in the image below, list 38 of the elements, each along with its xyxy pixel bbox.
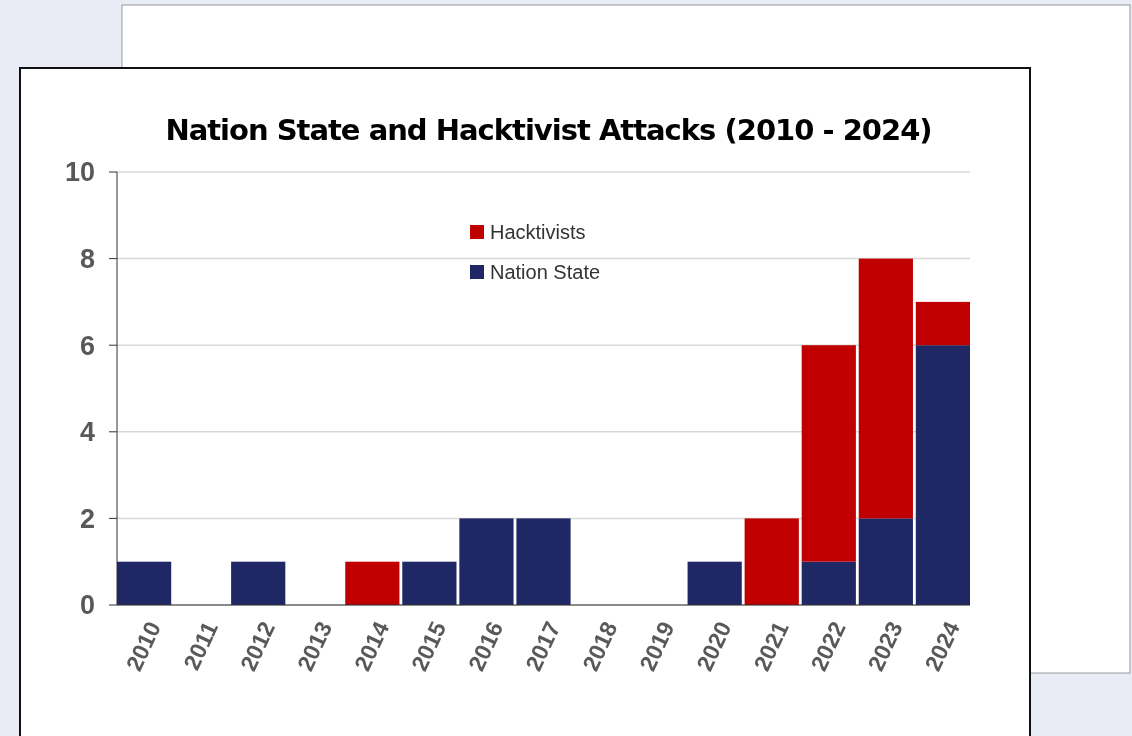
x-tick-label: 2020: [691, 617, 737, 675]
bar: [915, 301, 970, 346]
y-tick-label: 0: [79, 590, 95, 621]
legend-label: Hacktivists: [490, 221, 586, 243]
x-tick-label: 2017: [520, 617, 566, 675]
bar: [858, 258, 913, 519]
x-tick-label: 2016: [463, 617, 509, 675]
x-tick-label: 2010: [120, 617, 166, 675]
x-tick-label: 2015: [406, 617, 452, 675]
bar: [117, 561, 172, 605]
y-tick-label: 8: [79, 244, 95, 275]
bar: [402, 561, 457, 605]
legend-label: Nation State: [490, 261, 601, 283]
y-tick-label: 10: [64, 157, 95, 188]
x-tick-label: 2014: [348, 617, 395, 675]
bar: [687, 561, 742, 605]
x-tick-label: 2024: [919, 617, 965, 675]
bar: [858, 518, 913, 605]
y-tick-label: 6: [79, 330, 95, 361]
x-tick-label: 2018: [577, 617, 623, 675]
bar: [915, 345, 970, 605]
y-tick-label: 2: [79, 503, 95, 534]
x-tick-label: 2023: [862, 617, 908, 675]
bar: [801, 561, 856, 605]
bar: [231, 561, 286, 605]
bar: [345, 561, 400, 605]
x-tick-label: 2012: [234, 617, 281, 675]
chart-title: Nation State and Hacktivist Attacks (2010 - 2024): [165, 113, 932, 147]
y-tick-label: 4: [79, 417, 95, 448]
x-tick-label: 2021: [748, 617, 794, 675]
bar: [801, 345, 856, 562]
x-tick-label: 2019: [634, 617, 680, 675]
x-tick-label: 2022: [805, 617, 851, 675]
x-tick-label: 2013: [291, 617, 338, 675]
bar: [516, 518, 571, 605]
x-tick-label: 2011: [178, 617, 224, 674]
bar: [744, 518, 799, 605]
bar: [459, 518, 514, 605]
